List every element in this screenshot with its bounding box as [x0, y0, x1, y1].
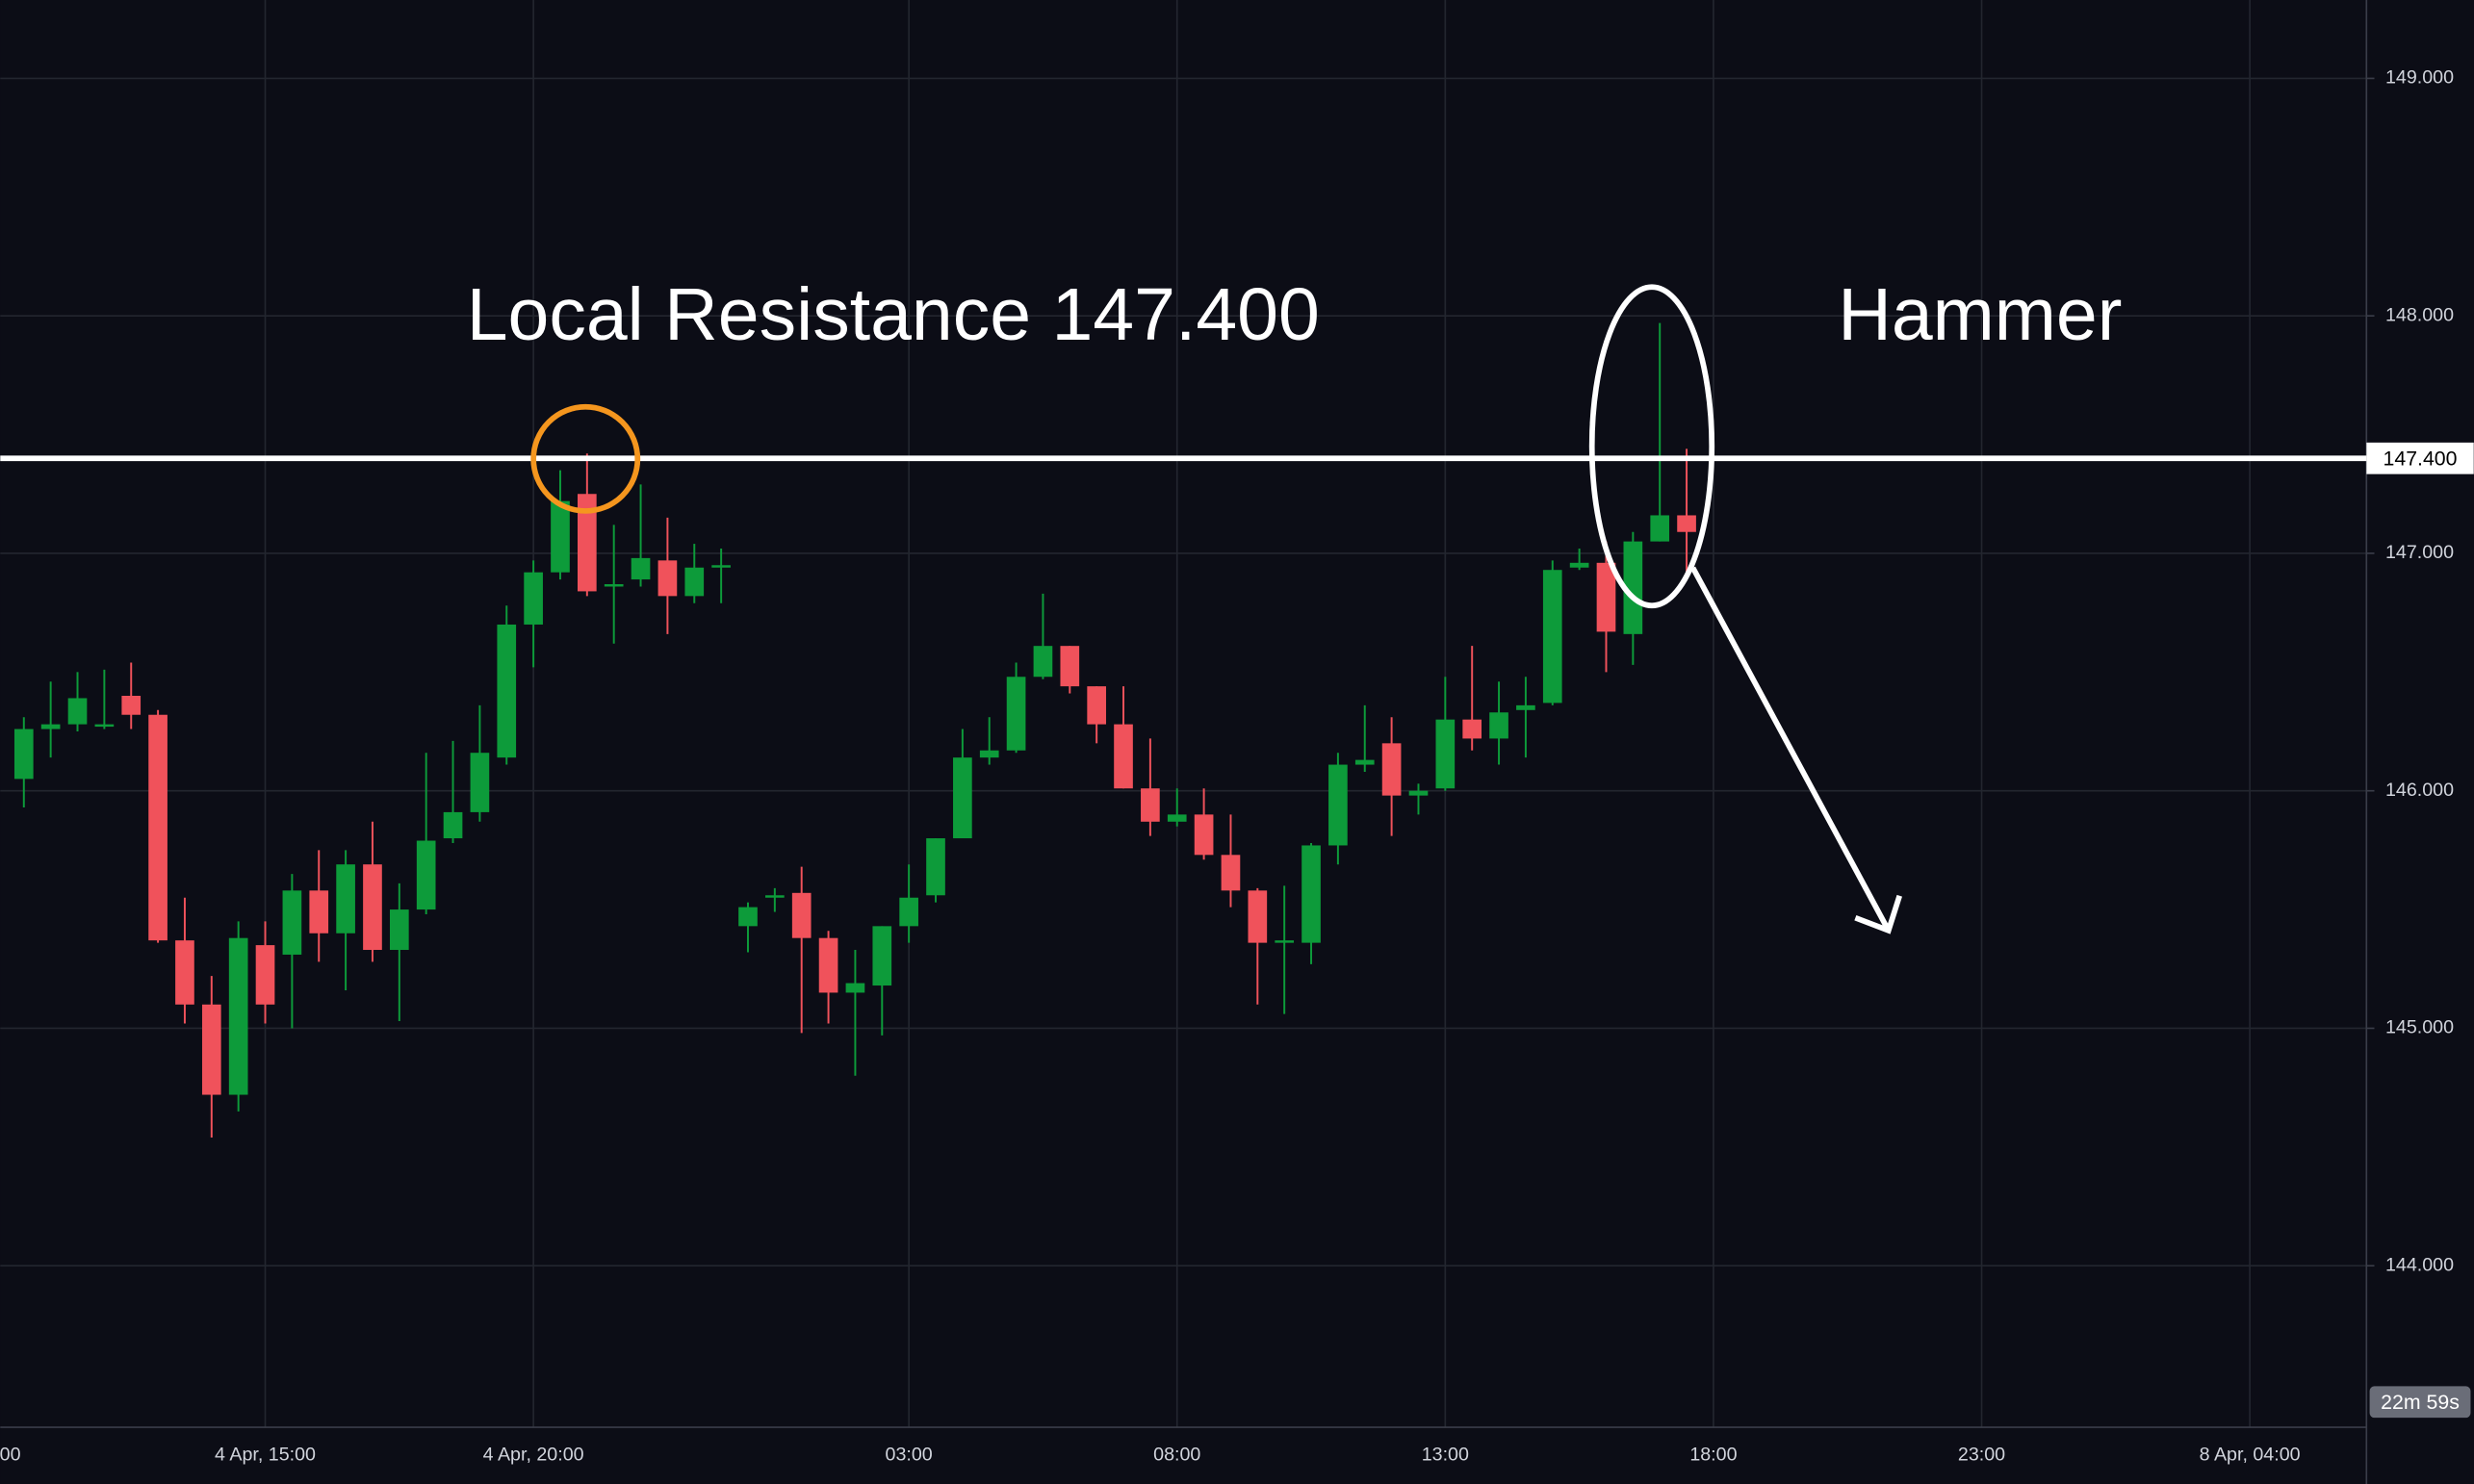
candle-body [228, 937, 248, 1095]
candle-body [443, 811, 463, 839]
candle-body [201, 1004, 221, 1095]
candle-body [1596, 562, 1616, 632]
candle-body [1489, 712, 1508, 739]
x-tick-label: 4 Apr, 20:00 [483, 1445, 584, 1466]
candle-body [1248, 890, 1268, 943]
candle-body [551, 500, 570, 573]
candle-body [416, 840, 436, 910]
candles [13, 322, 1696, 1138]
candle-body [953, 757, 972, 839]
candle-body [94, 724, 115, 728]
candle-body [1569, 562, 1589, 568]
countdown: 22m 59s [2381, 1391, 2460, 1414]
candle-body [926, 838, 945, 896]
y-tick-label: 145.000 [2385, 1017, 2454, 1038]
candle-body [1435, 719, 1456, 789]
candle-body [979, 750, 999, 758]
x-tick-label: 13:00 [1422, 1445, 1469, 1466]
y-tick-label: 146.000 [2385, 780, 2454, 801]
candle-body [1006, 677, 1026, 751]
candle-body [657, 560, 678, 597]
price-label-box [2366, 442, 2474, 474]
candle-body [40, 724, 61, 729]
candle-body [470, 753, 490, 812]
x-tick-label: 03:00 [886, 1445, 933, 1466]
y-tick-label: 144.000 [2385, 1254, 2454, 1275]
candle-body [899, 897, 918, 927]
annotation: Hammer [1838, 273, 2122, 356]
candle-body [765, 895, 785, 898]
x-tick-label: 23:00 [1958, 1445, 2005, 1466]
countdown-box [2369, 1386, 2471, 1419]
candle-body [1408, 790, 1429, 796]
candle-body [175, 940, 194, 1005]
candle-body [578, 494, 597, 592]
x-tick-label: 8 Apr, 04:00 [2200, 1445, 2301, 1466]
highlight-circle [530, 403, 641, 514]
candle-body [872, 926, 892, 986]
candle-body [389, 909, 409, 951]
candle-body [818, 937, 838, 993]
candle-body [1141, 788, 1160, 822]
candle-body [1623, 541, 1643, 634]
candle-body [631, 557, 651, 580]
candle-body [497, 624, 517, 758]
candle-body [1542, 570, 1562, 704]
candle-body [524, 572, 543, 625]
candle-body [1650, 515, 1670, 542]
candle-body [148, 714, 168, 941]
annotation: Local Resistance 147.400 [467, 273, 1320, 356]
y-tick-label: 148.000 [2385, 304, 2454, 325]
candle-body [363, 864, 382, 951]
candle-body [1221, 855, 1241, 891]
candle-body [604, 584, 624, 587]
candle-body [1060, 646, 1080, 687]
arrow [1690, 566, 1902, 934]
candle-body [845, 983, 865, 993]
candle-body [684, 567, 705, 597]
x-tick-label: 10:00 [0, 1445, 21, 1466]
candle-body [1301, 845, 1321, 943]
candle-body [1677, 515, 1696, 532]
candle-body [1167, 814, 1187, 822]
candle-body [1194, 814, 1214, 856]
candle-body [1462, 719, 1482, 739]
candle-body [336, 864, 355, 934]
candle-body [1033, 646, 1053, 678]
highlight-ellipse [1588, 284, 1715, 609]
candle-body [1114, 724, 1133, 789]
candle-body [67, 698, 88, 725]
candle-body [1328, 764, 1348, 846]
x-tick-label: 18:00 [1689, 1445, 1737, 1466]
grid [0, 0, 2367, 1428]
x-tick-label: 08:00 [1153, 1445, 1200, 1466]
candle-body [1275, 940, 1295, 943]
x-tick-label: 4 Apr, 15:00 [215, 1445, 316, 1466]
candle-body [711, 565, 731, 568]
candle-body [1087, 686, 1106, 725]
candle-body [13, 729, 34, 780]
candle-body [121, 695, 142, 715]
candle-body [1516, 704, 1535, 710]
price-label: 147.400 [2384, 448, 2458, 471]
candle-body [1354, 759, 1375, 765]
y-tick-label: 149.000 [2385, 67, 2454, 89]
candle-body [791, 892, 812, 938]
candle-body [309, 890, 329, 934]
candle-body [282, 890, 302, 955]
candle-body [738, 907, 758, 927]
y-tick-label: 147.000 [2385, 542, 2454, 563]
candle-body [1381, 743, 1402, 796]
candle-body [255, 945, 275, 1005]
